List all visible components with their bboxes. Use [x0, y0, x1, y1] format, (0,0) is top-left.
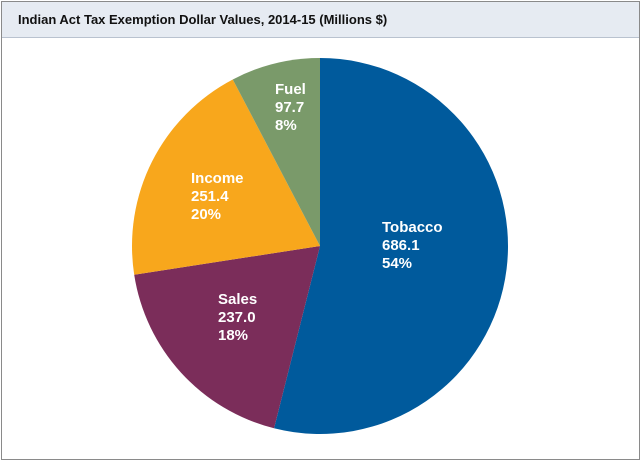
slice-label-sales-percent: 18%	[218, 327, 248, 344]
pie-slice-tobacco	[274, 58, 508, 435]
slice-label-fuel-value: 97.7	[275, 99, 304, 116]
slice-label-income-value: 251.4	[191, 188, 229, 205]
slice-label-fuel-percent: 8%	[275, 117, 297, 134]
slice-label-sales-value: 237.0	[218, 309, 256, 326]
chart-title: Indian Act Tax Exemption Dollar Values, …	[18, 12, 388, 27]
pie-slice-fuel	[232, 58, 320, 246]
slice-label-income-name: Income	[191, 170, 244, 187]
slice-label-sales-name: Sales	[218, 291, 257, 308]
title-bar: Indian Act Tax Exemption Dollar Values, …	[2, 2, 639, 38]
slice-label-tobacco-percent: 54%	[382, 255, 412, 272]
slice-label-income-percent: 20%	[191, 206, 221, 223]
slice-label-fuel-name: Fuel	[275, 81, 306, 98]
pie-slice-income	[132, 79, 320, 275]
slice-label-tobacco-name: Tobacco	[382, 219, 443, 236]
slice-label-tobacco-value: 686.1	[382, 237, 420, 254]
pie-slice-sales	[134, 246, 320, 429]
